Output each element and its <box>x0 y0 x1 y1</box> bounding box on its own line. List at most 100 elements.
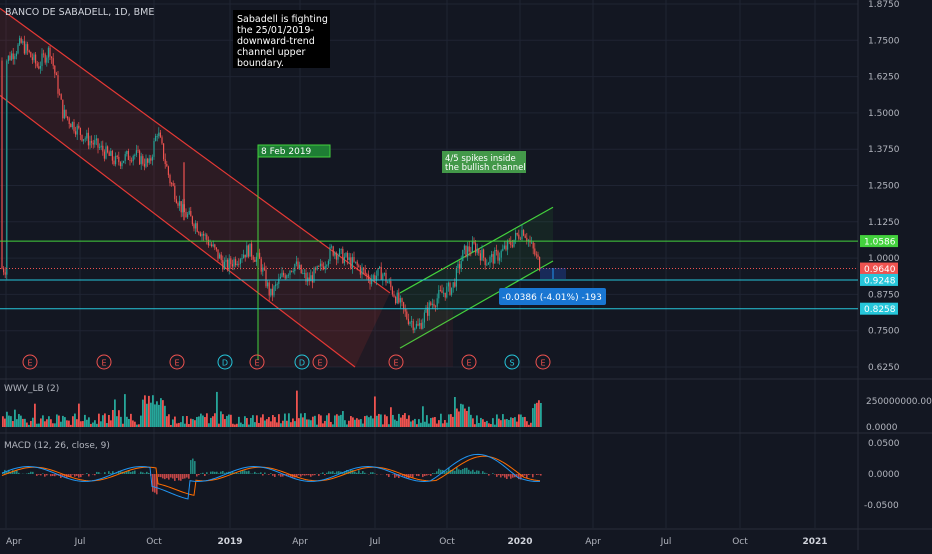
macd-hist-bar <box>152 474 154 492</box>
candle-body <box>96 139 97 141</box>
candle-body <box>443 293 444 294</box>
candle-body <box>512 245 513 247</box>
candle-body <box>321 264 322 267</box>
candle-body <box>117 156 118 157</box>
volume-bar <box>82 421 84 427</box>
volume-bar <box>56 414 58 427</box>
volume-bar <box>426 415 428 427</box>
volume-bar <box>108 415 110 427</box>
x-tick-label: Oct <box>732 537 748 547</box>
volume-bar <box>206 413 208 427</box>
volume-bar <box>304 413 306 427</box>
macd-hist-bar <box>222 471 224 474</box>
candle-body <box>150 158 151 160</box>
volume-bar <box>520 415 522 427</box>
volume-bar <box>80 421 82 427</box>
candle-body <box>91 141 92 143</box>
macd-hist-bar <box>132 471 134 474</box>
candle-body <box>403 302 404 308</box>
macd-hist-bar <box>162 474 164 478</box>
candle-body <box>451 288 452 295</box>
candle-body <box>385 273 386 283</box>
candle-body <box>457 264 458 268</box>
volume-bar <box>68 421 70 427</box>
volume-bar <box>190 419 192 427</box>
volume-bar <box>234 424 236 427</box>
volume-bar <box>396 421 398 427</box>
macd-hist-bar <box>38 474 40 475</box>
volume-bar <box>222 414 224 427</box>
macd-hist-bar <box>314 474 316 475</box>
candle-body <box>341 249 342 250</box>
volume-bar <box>336 414 338 427</box>
x-tick-label: 2021 <box>802 537 827 547</box>
candle-body <box>161 137 162 143</box>
measure-text: -0.0386 (-4.01%) -193 <box>502 293 602 303</box>
volume-bar <box>110 420 112 427</box>
volume-bar <box>132 420 134 427</box>
volume-bar <box>352 417 354 427</box>
volume-bar <box>6 412 8 427</box>
volume-bar <box>434 417 436 427</box>
volume-bar <box>282 421 284 427</box>
candle-body <box>123 161 124 163</box>
volume-bar <box>532 408 534 427</box>
macd-hist-bar <box>214 472 216 474</box>
candle-body <box>5 272 6 274</box>
volume-bar <box>264 421 266 427</box>
volume-bar <box>528 425 530 427</box>
macd-hist-bar <box>184 474 186 478</box>
candle-body <box>448 283 449 287</box>
volume-bar <box>94 420 96 427</box>
macd-hist-bar <box>244 471 246 474</box>
volume-bar <box>522 417 524 427</box>
volume-bar <box>60 422 62 427</box>
x-tick-label: Jul <box>660 537 672 547</box>
macd-hist-bar <box>188 474 190 479</box>
candle-body <box>187 214 188 217</box>
volume-bar <box>104 413 106 427</box>
candle-body <box>109 152 110 156</box>
event-label: E <box>254 359 259 368</box>
volume-bar <box>284 414 286 427</box>
volume-bar <box>300 413 302 427</box>
macd-hist-bar <box>160 474 162 477</box>
volume-bar <box>224 419 226 427</box>
macd-hist-bar <box>130 472 132 474</box>
volume-bar <box>510 417 512 427</box>
volume-bar <box>92 423 94 427</box>
candle-body <box>217 249 218 258</box>
volume-bar <box>96 424 98 427</box>
y-tick-label: 1.7500 <box>868 36 900 46</box>
volume-bar <box>294 421 296 427</box>
volume-bar <box>326 415 328 427</box>
macd-hist-bar <box>204 474 206 476</box>
event-label: E <box>393 359 398 368</box>
volume-bar <box>76 419 78 427</box>
candle-body <box>461 261 462 269</box>
macd-hist-bar <box>104 472 106 474</box>
candle-body <box>414 328 415 330</box>
x-tick-label: Oct <box>439 537 455 547</box>
candle-body <box>438 290 439 298</box>
volume-bar <box>270 421 272 427</box>
volume-bar <box>460 404 462 427</box>
volume-bar <box>152 395 154 427</box>
macd-hist-bar <box>304 474 306 476</box>
volume-bar <box>380 414 382 427</box>
candle-body <box>189 211 190 214</box>
volume-bar <box>4 419 6 427</box>
macd-hist-bar <box>172 474 174 479</box>
volume-bar <box>444 420 446 427</box>
macd-hist-bar <box>478 471 480 474</box>
candle-body <box>256 257 257 262</box>
macd-hist-bar <box>262 474 264 475</box>
candle-body <box>107 146 108 152</box>
symbol-header: BANCO DE SABADELL, 1D, BME <box>5 7 154 18</box>
candle-body <box>69 118 70 124</box>
candle-body <box>246 245 247 257</box>
volume-bar <box>280 423 282 427</box>
macd-hist-bar <box>432 473 434 474</box>
volume-bar <box>382 424 384 427</box>
